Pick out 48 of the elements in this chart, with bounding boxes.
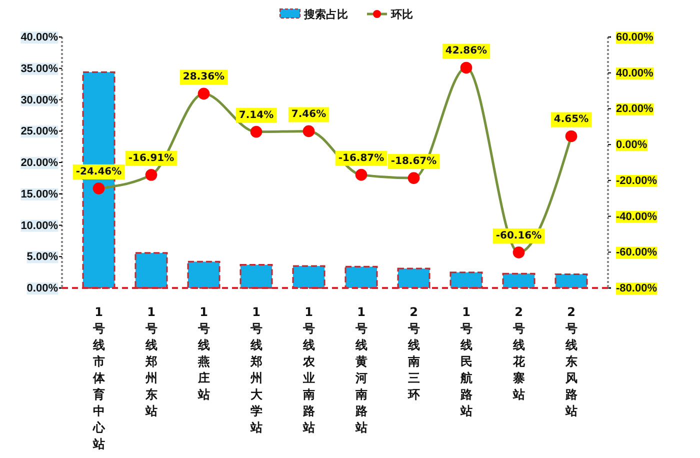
y-tick-label: 30.00% <box>20 94 58 106</box>
x-tick-label: 1号线郑州东站 <box>144 305 158 418</box>
y2-tick-label: -80.00% <box>616 282 658 295</box>
y-tick-label: 0.00% <box>26 282 58 295</box>
data-label: -16.87% <box>338 152 384 164</box>
bar <box>187 260 220 289</box>
data-label: -24.46% <box>76 166 122 178</box>
bar <box>502 272 536 289</box>
x-tick-label: 2号线南三环 <box>406 305 420 402</box>
y-tick-label: 20.00% <box>20 157 58 170</box>
y-tick-label: 5.00% <box>26 251 58 264</box>
data-label: -16.91% <box>128 152 174 164</box>
x-tick-label: 1号线黄河南路站 <box>354 305 368 434</box>
y2-tick-label: -20.00% <box>616 174 658 187</box>
category-label: 1号线市体育中心站 <box>92 305 105 451</box>
x-tick-label: 2号线东风路站 <box>564 305 578 418</box>
y2-tick-label: 20.00% <box>616 103 654 116</box>
legend-label: 搜索占比 <box>303 8 348 21</box>
x-tick-label: 1号线农业南路站 <box>302 305 316 434</box>
data-label: 4.65% <box>554 114 589 126</box>
bar <box>554 273 588 289</box>
bar <box>344 266 378 289</box>
legend-label: 环比 <box>390 8 413 21</box>
x-tick-label: 2号线花寨站 <box>512 305 526 402</box>
y2-tick-label: 40.00% <box>616 67 654 80</box>
y-tick-label: 40.00% <box>20 32 58 44</box>
x-tick-label: 1号线郑州大学站 <box>249 305 264 434</box>
y2-tick-label: -40.00% <box>616 210 658 223</box>
y-tick-label: 35.00% <box>20 62 58 75</box>
bar <box>292 265 326 289</box>
y-tick-label: 25.00% <box>20 126 58 138</box>
y2-tick-label: 0.00% <box>616 139 648 152</box>
bar <box>240 264 273 289</box>
data-label: -18.67% <box>390 156 437 168</box>
data-label: 28.36% <box>182 72 225 83</box>
bar <box>134 252 168 289</box>
y2-tick-label: -60.00% <box>616 246 658 259</box>
data-label: -60.16% <box>496 230 542 242</box>
data-label: 42.86% <box>445 46 488 57</box>
data-label: 7.46% <box>291 109 326 120</box>
bar <box>450 272 483 289</box>
y2-tick-label: 60.00% <box>616 32 654 44</box>
data-label: 7.14% <box>238 110 274 121</box>
y-tick-label: 10.00% <box>20 220 58 232</box>
bar <box>397 268 430 289</box>
y-tick-label: 15.00% <box>20 188 58 200</box>
x-tick-label: 1号线燕庄站 <box>196 305 210 402</box>
x-tick-label: 1号线民航路站 <box>459 305 474 418</box>
